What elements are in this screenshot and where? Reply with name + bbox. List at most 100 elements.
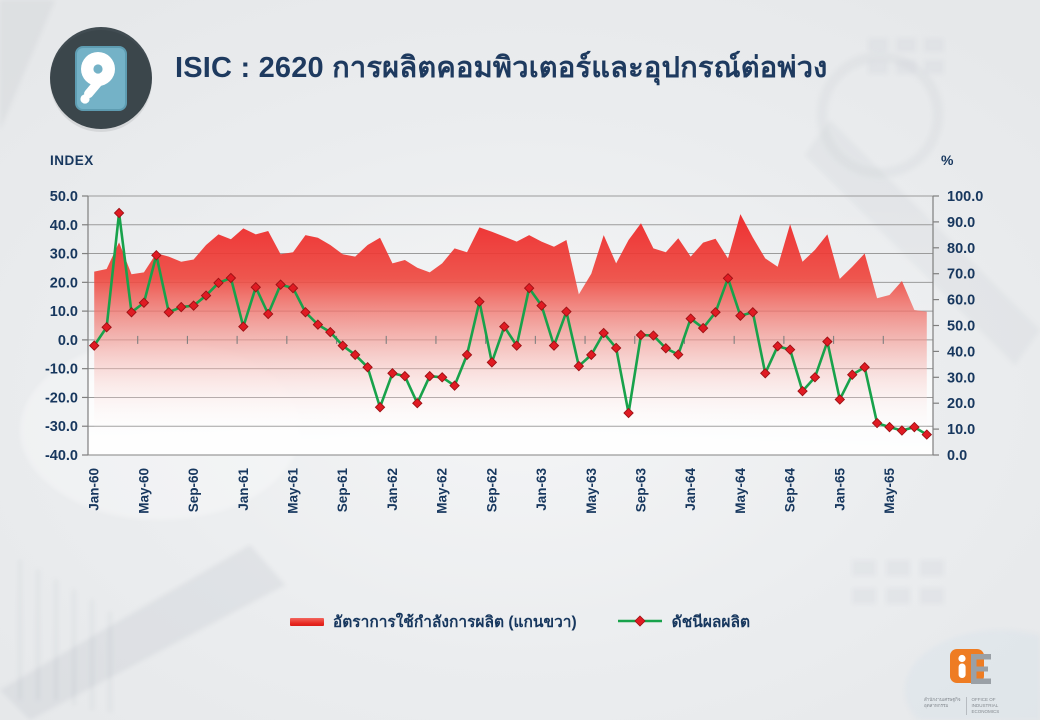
data-point-marker — [511, 340, 522, 351]
right-axis-tick-label: 100.0 — [947, 189, 983, 205]
logo-text-thai: สำนักงานเศรษฐกิจอุตสาหกรรม — [924, 696, 961, 708]
data-point-marker — [387, 368, 398, 379]
hard-disk-icon — [50, 27, 152, 132]
data-point-marker — [101, 321, 112, 333]
right-axis-tick-label: 40.0 — [947, 344, 975, 360]
data-point-marker — [238, 321, 249, 332]
data-point-marker — [362, 361, 373, 373]
x-axis-tick-label: Sep-60 — [186, 468, 201, 512]
data-point-marker — [846, 369, 858, 380]
data-point-marker — [673, 349, 684, 360]
legend-label-index: ดัชนีผลผลิต — [671, 613, 751, 631]
left-axis-tick-label: 20.0 — [50, 275, 78, 291]
data-point-marker — [486, 357, 498, 368]
data-point-marker — [349, 349, 361, 361]
data-point-marker — [523, 282, 535, 294]
data-point-marker — [250, 281, 261, 293]
data-point-marker — [200, 290, 212, 301]
x-axis-tick-label: Sep-62 — [484, 468, 499, 512]
data-point-marker — [598, 327, 609, 339]
left-axis-tick-label: 30.0 — [50, 247, 78, 263]
x-axis-tick-label: May-62 — [435, 468, 450, 514]
x-axis-tick-label: Sep-61 — [335, 468, 350, 513]
oie-logo-icon — [950, 648, 991, 684]
data-point-marker — [175, 301, 187, 313]
data-point-marker — [449, 380, 460, 391]
data-point-marker — [188, 300, 199, 311]
red-area-swatch-icon — [289, 618, 324, 626]
data-point-marker — [337, 340, 348, 351]
data-point-marker — [623, 407, 634, 419]
data-point-marker — [536, 300, 547, 311]
data-point-marker — [412, 397, 423, 409]
data-point-marker — [374, 401, 386, 413]
right-axis-tick-label: 50.0 — [947, 319, 975, 335]
data-point-marker — [797, 385, 808, 397]
data-point-marker — [113, 207, 125, 219]
data-point-marker — [287, 282, 299, 294]
data-point-marker — [561, 306, 572, 317]
data-point-marker — [573, 360, 585, 372]
left-axis-tick-label: 50.0 — [50, 189, 78, 205]
left-axis-tick-label: -30.0 — [45, 419, 78, 435]
left-axis-tick-label: 10.0 — [50, 304, 78, 320]
x-axis-tick-label: May-61 — [286, 468, 301, 514]
data-point-marker — [710, 307, 721, 318]
left-axis-tick-label: -10.0 — [45, 362, 78, 378]
x-axis-tick-label: May-63 — [584, 468, 599, 514]
left-axis-tick-label: 40.0 — [50, 218, 78, 234]
data-point-marker — [325, 326, 336, 338]
data-point-marker — [685, 313, 696, 324]
data-point-marker — [660, 342, 672, 354]
data-point-marker — [275, 279, 286, 290]
data-point-marker — [499, 321, 510, 332]
data-point-marker — [548, 340, 560, 351]
data-point-marker — [896, 425, 908, 436]
data-point-marker — [586, 349, 597, 361]
data-point-marker — [648, 330, 659, 341]
data-point-marker — [88, 340, 100, 351]
data-point-marker — [722, 273, 734, 284]
x-axis-tick-label: Jan-65 — [832, 468, 847, 511]
x-axis-tick-label: Jan-62 — [385, 468, 400, 511]
x-axis-tick-label: Sep-64 — [783, 468, 798, 513]
data-point-marker — [760, 368, 771, 379]
data-point-marker — [225, 272, 237, 284]
right-axis-tick-label: 70.0 — [947, 267, 975, 283]
data-point-marker — [424, 370, 435, 382]
data-point-marker — [822, 336, 833, 347]
right-axis-tick-label: 10.0 — [947, 422, 975, 438]
data-point-marker — [163, 307, 175, 318]
header: ISIC : 2620 การผลิตคอมพิวเตอร์และอุปกรณ์… — [0, 0, 1040, 135]
x-axis-tick-label: May-60 — [136, 468, 151, 514]
right-axis-tick-label: 0.0 — [947, 448, 967, 464]
data-point-marker — [399, 370, 411, 382]
data-point-marker — [809, 372, 821, 383]
x-axis-tick-label: Jan-61 — [236, 468, 251, 511]
data-point-marker — [213, 277, 224, 289]
data-point-marker — [784, 344, 796, 355]
data-point-marker — [834, 394, 846, 405]
legend-item-index: ดัชนีผลผลิต — [617, 609, 750, 634]
data-point-marker — [909, 421, 920, 433]
chart-legend: อัตราการใช้กำลังการผลิต (แกนขวา) ดัชนีผล… — [0, 604, 1040, 638]
data-point-marker — [461, 349, 473, 361]
left-axis-tick-label: -40.0 — [45, 448, 78, 464]
data-point-marker — [436, 372, 448, 383]
right-axis-title: % — [941, 152, 954, 168]
x-axis-tick-label: Jan-60 — [87, 468, 102, 511]
legend-item-capacity: อัตราการใช้กำลังการผลิต (แกนขวา) — [289, 609, 577, 634]
x-axis-tick-label: May-65 — [882, 468, 897, 514]
data-point-marker — [610, 342, 622, 354]
right-axis-tick-label: 60.0 — [947, 293, 975, 309]
data-point-marker — [747, 307, 759, 318]
page-title: ISIC : 2620 การผลิตคอมพิวเตอร์และอุปกรณ์… — [175, 52, 828, 84]
left-axis-tick-label: 0.0 — [58, 333, 78, 349]
data-point-marker — [151, 250, 162, 261]
data-point-marker — [884, 421, 895, 433]
right-axis-tick-label: 30.0 — [947, 370, 975, 386]
data-point-marker — [312, 319, 324, 330]
data-point-marker — [859, 361, 870, 373]
data-point-marker — [138, 297, 150, 309]
